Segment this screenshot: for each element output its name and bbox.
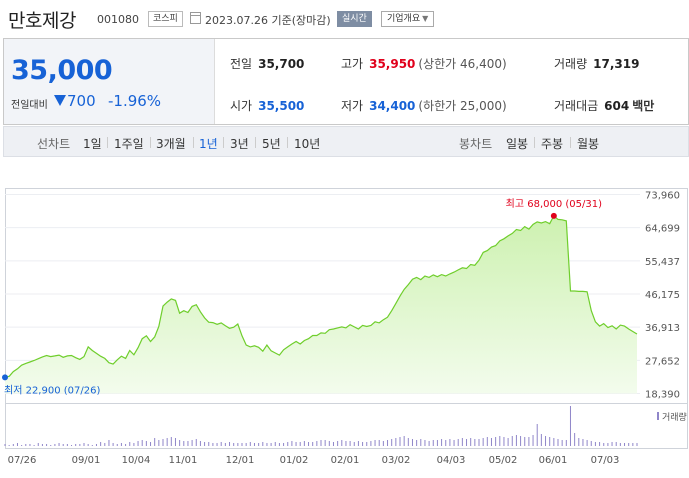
volume: 거래량 17,319 xyxy=(554,55,639,72)
high-price: 고가 35,950 (상한가 46,400) xyxy=(341,55,507,72)
company-overview-label: 기업개요 xyxy=(387,14,421,24)
down-triangle-icon xyxy=(54,95,66,106)
y-tick-label: 27,652 xyxy=(645,356,680,367)
x-tick-label: 09/01 xyxy=(72,455,101,466)
tab-3month[interactable]: 3개월 xyxy=(156,137,186,151)
y-tick-label: 36,913 xyxy=(645,323,680,334)
quote-panel: 35,000 전일대비 700 -1.96% 전일 35,700 고가 35,950… xyxy=(3,38,689,125)
change-value: 700 xyxy=(67,92,96,110)
x-tick-label: 10/04 xyxy=(122,455,151,466)
x-tick-label: 05/02 xyxy=(489,455,518,466)
tab-1year[interactable]: 1년 xyxy=(199,137,218,151)
tab-3year[interactable]: 3년 xyxy=(230,137,249,151)
x-tick-label: 06/01 xyxy=(539,455,568,466)
min-label: 최저 22,900 (07/26) xyxy=(4,384,100,396)
tab-daily[interactable]: 일봉 xyxy=(506,137,529,151)
open-price-value: 35,500 xyxy=(258,99,305,113)
low-price-value: 34,400 xyxy=(369,99,416,113)
tab-weekly[interactable]: 주봉 xyxy=(541,137,564,151)
trade-amount-value: 604 xyxy=(604,99,630,113)
tab-5year[interactable]: 5년 xyxy=(262,137,281,151)
prev-close-label: 전일 xyxy=(230,57,253,71)
x-tick-label: 12/01 xyxy=(226,455,255,466)
price-chart: 73,960 64,699 55,437 46,175 36,913 27,652 18,3… xyxy=(0,160,689,474)
tab-10year[interactable]: 10년 xyxy=(294,137,321,151)
x-tick-label: 04/03 xyxy=(437,455,466,466)
prev-close-value: 35,700 xyxy=(258,57,305,71)
min-point xyxy=(2,374,8,381)
x-tick-label: 07/03 xyxy=(591,455,620,466)
tab-1week[interactable]: 1주일 xyxy=(114,137,144,151)
max-point xyxy=(550,212,557,219)
realtime-button[interactable]: 실시간 xyxy=(337,11,372,27)
tab-monthly[interactable]: 월봉 xyxy=(577,137,600,151)
y-tick-label: 46,175 xyxy=(645,290,680,301)
price-box: 35,000 전일대비 700 -1.96% xyxy=(4,39,215,124)
prev-close: 전일 35,700 xyxy=(230,55,304,72)
x-tick-label: 07/26 xyxy=(8,455,37,466)
volume-value: 17,319 xyxy=(593,57,640,71)
company-name: 만호제강 xyxy=(8,10,76,32)
lower-limit: (하한가 25,000) xyxy=(418,99,507,113)
chart-period-tabs: 선차트 1일 1주일 3개월 1년 3년 5년 10년 봉차트 일봉 주봉 월봉 xyxy=(3,126,689,157)
trade-amount-label: 거래대금 xyxy=(554,99,599,113)
price-line xyxy=(4,214,638,378)
base-date: 2023.07.26 기준(장마감) xyxy=(205,14,331,27)
chevron-down-icon: ▼ xyxy=(422,14,429,23)
trade-amount: 거래대금 604 백만 xyxy=(554,97,654,114)
volume-label: 거래량 xyxy=(554,57,588,71)
company-overview-dropdown[interactable]: 기업개요 ▼ xyxy=(381,11,435,27)
candle-chart-label: 봉차트 xyxy=(459,137,493,151)
change-label: 전일대비 xyxy=(11,100,48,111)
low-price-label: 저가 xyxy=(341,99,364,113)
high-price-label: 고가 xyxy=(341,57,364,71)
max-label: 최고 68,000 (05/31) xyxy=(506,198,602,210)
change-percent: -1.96% xyxy=(108,92,162,110)
x-tick-label: 02/01 xyxy=(331,455,360,466)
trade-amount-unit: 백만 xyxy=(632,99,655,113)
volume-frame xyxy=(5,403,688,449)
y-tick-label: 64,699 xyxy=(645,224,680,235)
y-tick-label: 55,437 xyxy=(645,257,680,268)
high-price-value: 35,950 xyxy=(369,57,416,71)
x-tick-label: 03/02 xyxy=(382,455,411,466)
open-price-label: 시가 xyxy=(230,99,253,113)
price-chart-svg: 73,960 64,699 55,437 46,175 36,913 27,652 18,3… xyxy=(2,188,688,466)
open-price: 시가 35,500 xyxy=(230,97,304,114)
tab-1day[interactable]: 1일 xyxy=(83,137,102,151)
low-price: 저가 34,400 (하한가 25,000) xyxy=(341,97,507,114)
stock-header: 만호제강 001080 코스피 2023.07.26 기준(장마감) 실시간 기… xyxy=(0,0,689,38)
line-chart-label: 선차트 xyxy=(37,137,71,151)
volume-legend-label: 거래량 xyxy=(662,411,687,423)
x-tick-label: 01/02 xyxy=(280,455,309,466)
y-tick-label: 73,960 xyxy=(645,191,680,202)
volume-legend-swatch xyxy=(657,412,659,420)
calendar-icon xyxy=(190,12,201,24)
current-price: 35,000 xyxy=(11,55,113,86)
y-tick-label: 18,390 xyxy=(645,390,680,401)
upper-limit: (상한가 46,400) xyxy=(418,57,507,71)
price-area xyxy=(5,215,637,394)
stock-code: 001080 xyxy=(97,13,139,26)
x-tick-label: 11/01 xyxy=(169,455,198,466)
market-badge: 코스피 xyxy=(148,11,183,27)
